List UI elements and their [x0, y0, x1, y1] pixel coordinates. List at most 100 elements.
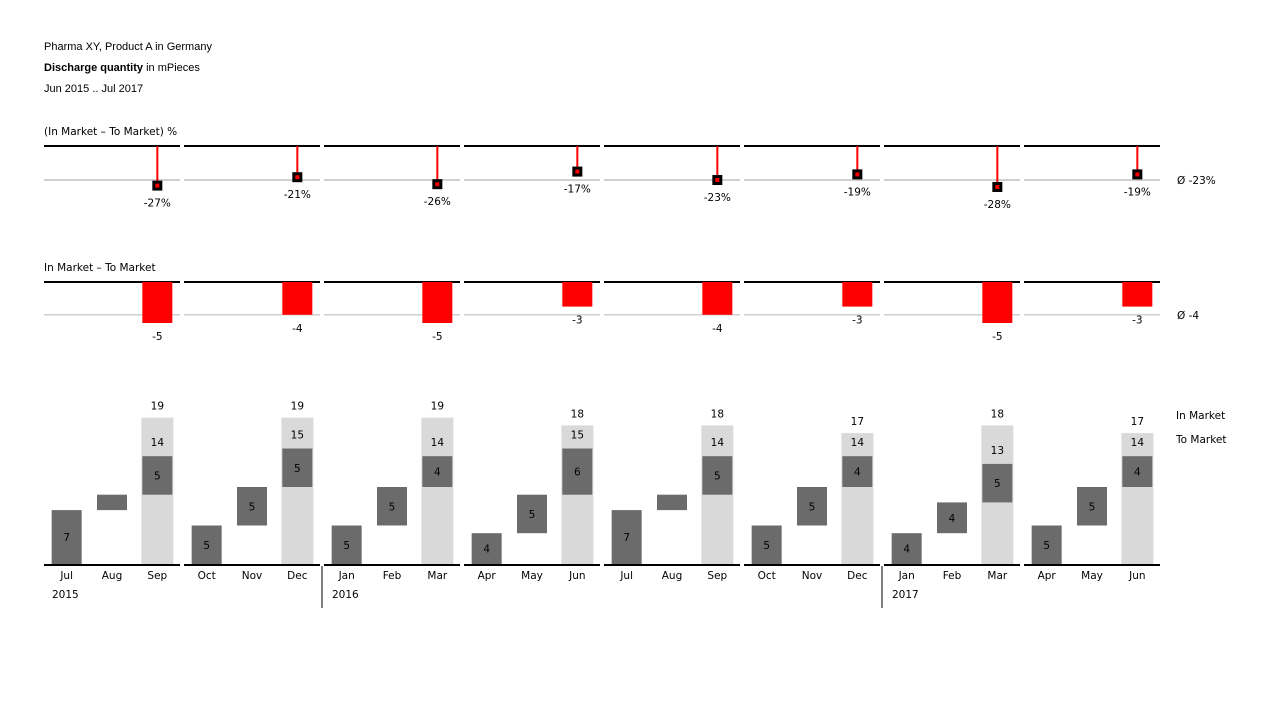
to-market-bar-label: 5 — [389, 501, 396, 513]
to-market-total-label: 15 — [291, 430, 304, 442]
pin-value-label: -23% — [704, 192, 731, 204]
pin-head-dot — [1135, 172, 1140, 177]
to-market-bar — [517, 494, 547, 534]
delta-value-label: -4 — [292, 323, 303, 335]
to-market-bar-label: 5 — [994, 478, 1001, 490]
year-tick-label: 2017 — [892, 589, 919, 601]
to-market-total-label: 14 — [711, 437, 725, 449]
to-market-bar-label: 4 — [949, 513, 956, 525]
to-market-bar — [1122, 456, 1153, 487]
legend-in-market: In Market — [1176, 410, 1225, 422]
measure-name: Discharge quantity — [44, 62, 144, 74]
month-tick-label: May — [521, 570, 543, 582]
in-market-total-label: 17 — [1131, 416, 1144, 428]
month-tick-label: Aug — [662, 570, 683, 582]
month-tick-label: Dec — [847, 570, 868, 582]
month-tick-label: Mar — [987, 570, 1007, 582]
month-tick-label: Jan — [338, 570, 355, 582]
month-tick-label: Apr — [478, 570, 497, 582]
to-market-bar-label: 5 — [294, 463, 301, 475]
delta-value-label: -5 — [432, 331, 442, 343]
to-market-bar — [562, 448, 593, 495]
delta-value-label: -3 — [1132, 315, 1142, 327]
measure-unit: in mPieces — [143, 62, 200, 74]
in-market-bar — [1121, 433, 1154, 564]
in-market-total-label: 18 — [991, 408, 1004, 420]
pin-head-dot — [155, 183, 160, 188]
pin-head-dot — [855, 172, 860, 177]
delta-value-label: -5 — [152, 331, 162, 343]
delta-value-label: -3 — [572, 315, 582, 327]
month-tick-label: Sep — [707, 570, 727, 582]
delta-chart-title: In Market – To Market — [44, 262, 156, 274]
to-market-bar-label: 4 — [1134, 467, 1141, 479]
to-market-bar-label: 5 — [154, 470, 161, 482]
in-market-total-label: 18 — [711, 408, 724, 420]
to-market-bar — [1077, 487, 1107, 526]
to-market-bar-label: 6 — [574, 467, 581, 479]
month-tick-label: Jan — [898, 570, 915, 582]
delta-average-label: Ø -4 — [1177, 310, 1199, 322]
pin-value-label: -27% — [144, 198, 171, 210]
month-tick-label: Jun — [1128, 570, 1145, 582]
month-tick-label: Feb — [943, 570, 962, 582]
to-market-bar-label: 4 — [903, 544, 910, 556]
to-market-bar — [937, 502, 967, 534]
to-market-bar-label: 5 — [249, 501, 256, 513]
month-tick-label: Mar — [427, 570, 447, 582]
pin-value-label: -19% — [844, 186, 871, 198]
month-tick-label: Apr — [1038, 570, 1057, 582]
to-market-bar — [891, 533, 922, 564]
to-market-bar-label: 5 — [714, 470, 721, 482]
delta-bar — [282, 282, 313, 315]
to-market-bar-label: 7 — [623, 532, 630, 544]
pin-value-label: -21% — [284, 189, 311, 201]
delta-bar — [1122, 282, 1153, 307]
in-market-total-label: 18 — [571, 408, 584, 420]
in-market-total-label: 17 — [851, 416, 864, 428]
to-market-bar-label: 5 — [343, 540, 350, 552]
delta-bar — [422, 282, 453, 323]
month-tick-label: Nov — [802, 570, 823, 582]
to-market-total-label: 14 — [851, 437, 865, 449]
to-market-bar-label: 5 — [809, 501, 816, 513]
pin-chart-title: (In Market – To Market) % — [44, 126, 177, 138]
to-market-bar-label: 4 — [483, 544, 490, 556]
month-tick-label: Oct — [198, 570, 216, 582]
to-market-bar-label: 4 — [854, 467, 861, 479]
to-market-bar — [702, 456, 733, 495]
to-market-bar — [331, 525, 362, 564]
in-market-bar — [281, 417, 314, 564]
to-market-bar — [191, 525, 222, 564]
to-market-bar — [611, 510, 642, 564]
pin-value-label: -28% — [984, 199, 1011, 211]
pin-value-label: -26% — [424, 196, 451, 208]
to-market-bar-label: 4 — [434, 467, 441, 479]
to-market-bar — [797, 487, 827, 526]
chart-header-company: Pharma XY, Product A in Germany — [44, 41, 212, 53]
pin-value-label: -17% — [564, 184, 591, 196]
month-tick-label: Feb — [383, 570, 402, 582]
to-market-bar — [1031, 525, 1062, 564]
to-market-total-label: 14 — [151, 437, 165, 449]
delta-value-label: -5 — [992, 331, 1002, 343]
to-market-bar-label: 5 — [203, 540, 210, 552]
delta-bar — [142, 282, 173, 323]
to-market-total-label: 15 — [571, 430, 584, 442]
in-market-bar — [421, 417, 454, 564]
month-tick-label: Aug — [102, 570, 123, 582]
to-market-bar-label: 5 — [1089, 501, 1096, 513]
to-market-bar — [237, 487, 267, 526]
to-market-bar — [657, 494, 687, 511]
month-tick-label: Jul — [59, 570, 73, 582]
to-market-bar-label: 5 — [763, 540, 770, 552]
delta-value-label: -3 — [852, 315, 862, 327]
to-market-bar — [422, 456, 453, 487]
to-market-bar — [51, 510, 82, 564]
to-market-bar-label: 5 — [529, 509, 536, 521]
month-tick-label: Oct — [758, 570, 776, 582]
month-tick-label: Nov — [242, 570, 263, 582]
to-market-bar — [142, 456, 173, 495]
month-tick-label: Jun — [568, 570, 585, 582]
